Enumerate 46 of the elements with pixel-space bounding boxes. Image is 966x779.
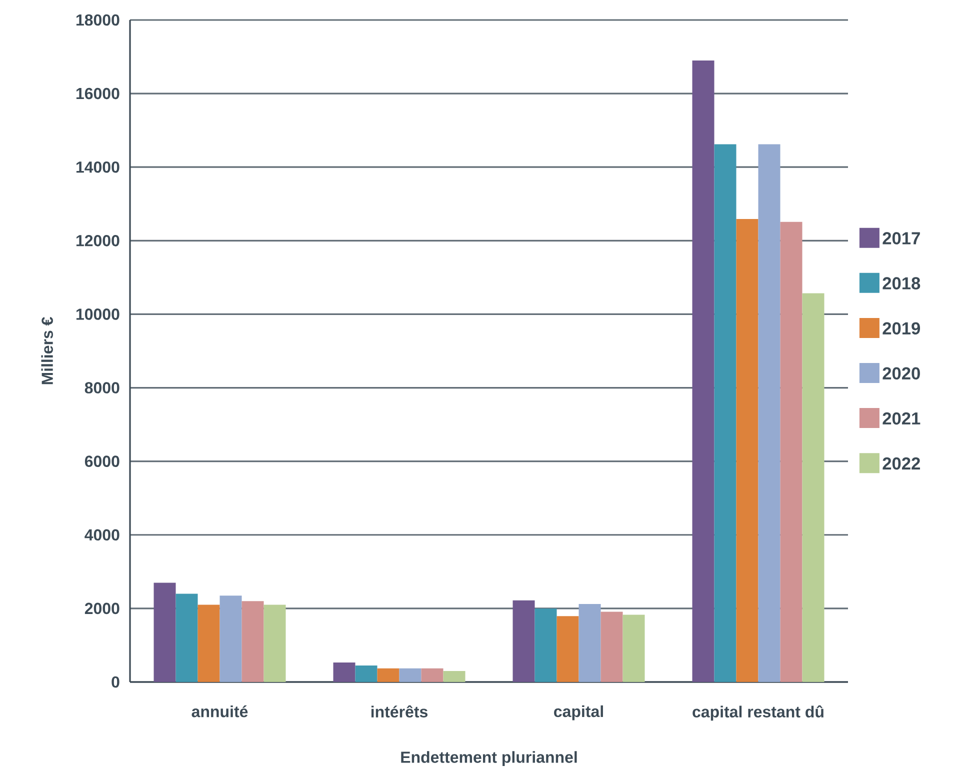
bar [780,222,802,682]
y-tick-label: 6000 [84,456,120,467]
y-tick-label: 8000 [84,382,120,394]
x-tick-label: capital restant dû [692,705,824,721]
bar [355,665,378,682]
bar [692,60,714,682]
legend-label: 2017 [882,232,920,244]
bar [443,670,466,682]
bar [154,582,176,682]
bar [220,596,242,682]
bar [622,614,645,682]
bar [176,594,198,682]
bar [600,612,623,682]
y-tick-label: 2000 [84,602,120,614]
bar [758,144,780,682]
legend-label: 2018 [882,277,920,290]
bar [736,218,758,682]
bar [242,601,264,682]
bar [534,608,557,682]
legend-label: 2020 [882,367,920,380]
x-tick-label: capital [554,705,603,720]
bar [802,293,824,682]
y-tick-label: 0 [112,676,120,688]
bar [333,662,356,682]
y-tick-label: 18000 [76,14,120,26]
legend-label: 2021 [882,412,920,425]
bar [421,668,444,682]
x-tick-label: annuité [192,705,248,718]
bar [556,616,579,682]
bar [264,604,286,682]
bar [399,668,422,682]
bar [198,604,220,682]
y-axis-title: Milliers € [41,317,53,384]
bar [377,668,400,682]
bar [714,144,736,682]
y-tick-label: 10000 [76,308,120,320]
legend-label: 2019 [882,322,920,334]
y-tick-label: 12000 [76,235,120,246]
y-tick-label: 4000 [84,529,120,541]
legend-label: 2022 [882,457,920,470]
bar [578,604,601,682]
bar [512,600,535,682]
x-axis-title: Endettement pluriannel [401,751,577,766]
x-tick-label: intérêts [371,705,428,718]
y-tick-label: 14000 [76,161,120,173]
y-tick-label: 16000 [76,88,120,100]
